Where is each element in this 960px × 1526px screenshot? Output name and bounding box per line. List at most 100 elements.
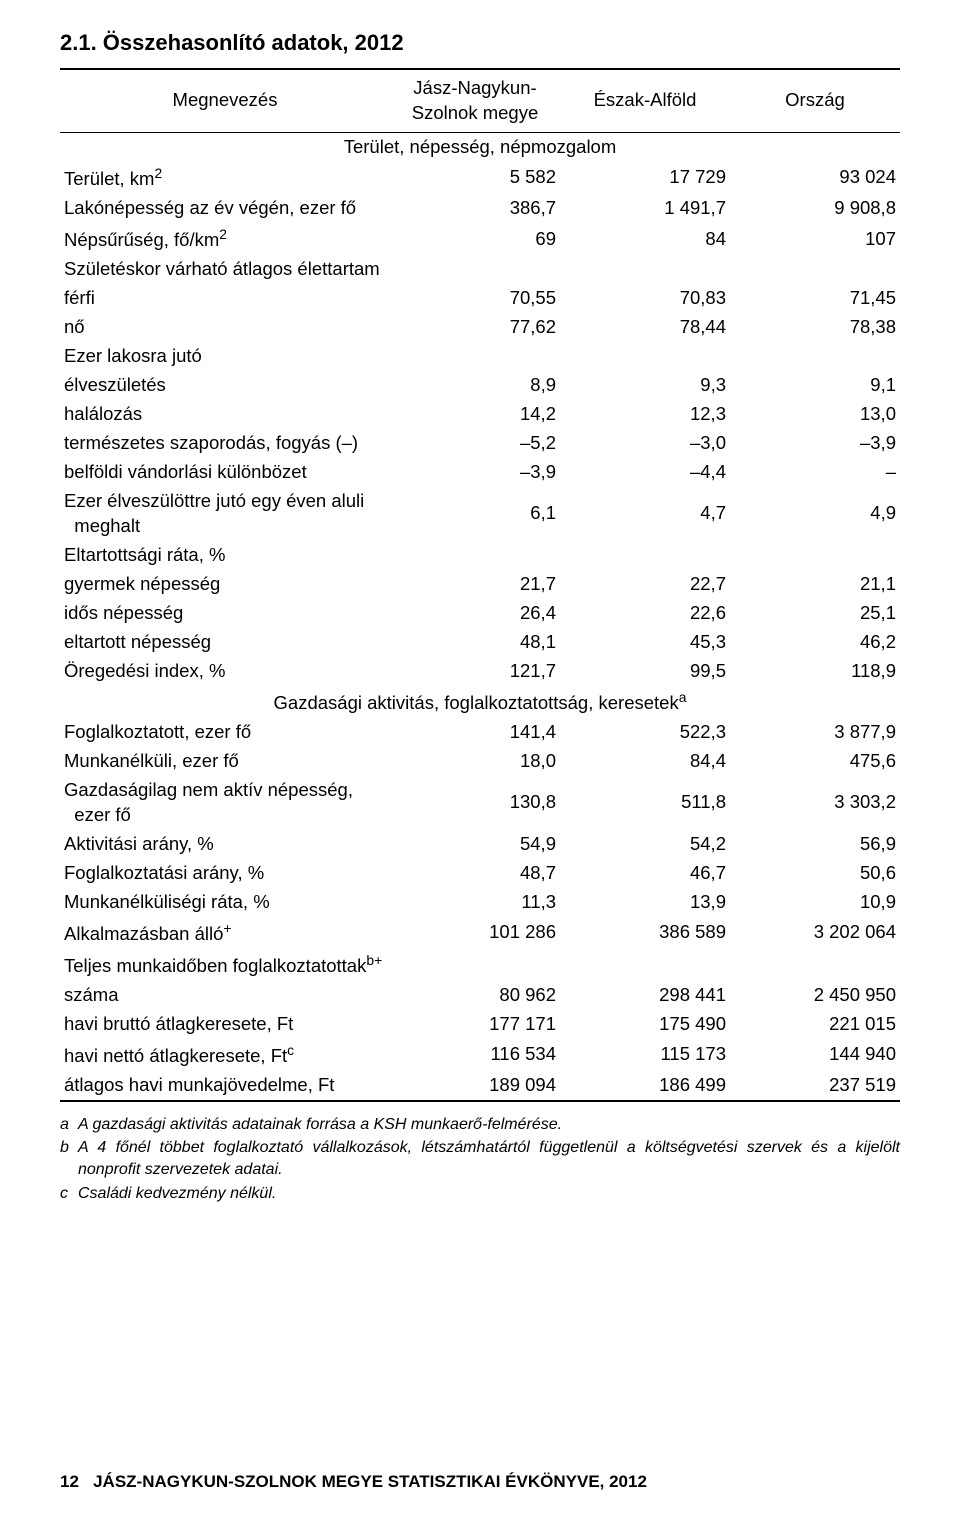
row-label: Ezer élveszülöttre jutó egy éven aluli m… <box>60 487 390 541</box>
cell-value: 10,9 <box>730 888 900 917</box>
row-label: természetes szaporodás, fogyás (–) <box>60 429 390 458</box>
cell-value: 115 173 <box>560 1039 730 1071</box>
table-row: belföldi vándorlási különbözet–3,9–4,4– <box>60 458 900 487</box>
row-label: Aktivitási arány, % <box>60 830 390 859</box>
footnotes: aA gazdasági aktivitás adatainak forrása… <box>60 1114 900 1204</box>
cell-value <box>390 949 560 981</box>
cell-value: 99,5 <box>560 657 730 686</box>
cell-value: 46,7 <box>560 859 730 888</box>
cell-value: 1 491,7 <box>560 194 730 223</box>
table-row: élveszületés8,99,39,1 <box>60 371 900 400</box>
cell-value: 189 094 <box>390 1071 560 1101</box>
cell-value: –3,9 <box>730 429 900 458</box>
cell-value: –4,4 <box>560 458 730 487</box>
row-label: élveszületés <box>60 371 390 400</box>
cell-value: 84 <box>560 223 730 255</box>
table-row: Munkanélküli, ezer fő18,084,4475,6 <box>60 747 900 776</box>
col-header-jnsz-line2: Szolnok megye <box>412 102 538 123</box>
cell-value: 116 534 <box>390 1039 560 1071</box>
footnote-marker: b <box>60 1137 78 1180</box>
row-label: Foglalkoztatott, ezer fő <box>60 718 390 747</box>
table-row: havi bruttó átlagkeresete, Ft177 171175 … <box>60 1010 900 1039</box>
cell-value <box>390 342 560 371</box>
table-row: Foglalkoztatott, ezer fő141,4522,33 877,… <box>60 718 900 747</box>
cell-value: 186 499 <box>560 1071 730 1101</box>
page: 2.1. Összehasonlító adatok, 2012 Megneve… <box>0 0 960 1526</box>
table-body: Terület, népesség, népmozgalomTerület, k… <box>60 132 900 1100</box>
cell-value: 70,83 <box>560 284 730 313</box>
table-row: Gazdaságilag nem aktív népesség, ezer fő… <box>60 776 900 830</box>
cell-value: 84,4 <box>560 747 730 776</box>
cell-value <box>560 949 730 981</box>
cell-value <box>730 541 900 570</box>
col-header-jnsz: Jász-Nagykun- Szolnok megye <box>390 69 560 132</box>
row-label: Lakónépesség az év végén, ezer fő <box>60 194 390 223</box>
cell-value: 107 <box>730 223 900 255</box>
cell-value <box>390 541 560 570</box>
cell-value: –5,2 <box>390 429 560 458</box>
cell-value: 144 940 <box>730 1039 900 1071</box>
table-row: Terület, km25 58217 72993 024 <box>60 162 900 194</box>
cell-value: –3,9 <box>390 458 560 487</box>
cell-value: 3 303,2 <box>730 776 900 830</box>
table-row: természetes szaporodás, fogyás (–)–5,2 –3… <box>60 429 900 458</box>
cell-value: 221 015 <box>730 1010 900 1039</box>
cell-value: 71,45 <box>730 284 900 313</box>
cell-value: 50,6 <box>730 859 900 888</box>
page-footer: 12 JÁSZ-NAGYKUN-SZOLNOK MEGYE STATISZTIK… <box>60 1472 900 1492</box>
cell-value: 3 877,9 <box>730 718 900 747</box>
cell-value: 12,3 <box>560 400 730 429</box>
section-heading-text: Gazdasági aktivitás, foglalkoztatottság,… <box>60 686 900 718</box>
row-label: Ezer lakosra jutó <box>60 342 390 371</box>
row-label: nő <box>60 313 390 342</box>
cell-value: 121,7 <box>390 657 560 686</box>
cell-value: 475,6 <box>730 747 900 776</box>
cell-value: 80 962 <box>390 981 560 1010</box>
table-row: eltartott népesség48,145,346,2 <box>60 628 900 657</box>
row-label: átlagos havi munkajövedelme, Ft <box>60 1071 390 1101</box>
row-label: Népsűrűség, fő/km2 <box>60 223 390 255</box>
cell-value: 93 024 <box>730 162 900 194</box>
row-label: Öregedési index, % <box>60 657 390 686</box>
table-row: száma80 962298 4412 450 950 <box>60 981 900 1010</box>
row-label: férfi <box>60 284 390 313</box>
row-label: havi bruttó átlagkeresete, Ft <box>60 1010 390 1039</box>
cell-value: 13,0 <box>730 400 900 429</box>
cell-value: 177 171 <box>390 1010 560 1039</box>
table-row: Alkalmazásban álló+101 286386 5893 202 0… <box>60 917 900 949</box>
cell-value: 54,2 <box>560 830 730 859</box>
page-title: 2.1. Összehasonlító adatok, 2012 <box>60 30 900 56</box>
data-table: Megnevezés Jász-Nagykun- Szolnok megye É… <box>60 68 900 1102</box>
cell-value: 3 202 064 <box>730 917 900 949</box>
cell-value <box>730 342 900 371</box>
cell-value: 18,0 <box>390 747 560 776</box>
row-label: eltartott népesség <box>60 628 390 657</box>
row-label: gyermek népesség <box>60 570 390 599</box>
row-label: Gazdaságilag nem aktív népesség, ezer fő <box>60 776 390 830</box>
cell-value: 48,7 <box>390 859 560 888</box>
row-label: Eltartottsági ráta, % <box>60 541 390 570</box>
cell-value: 118,9 <box>730 657 900 686</box>
cell-value: 9,3 <box>560 371 730 400</box>
col-header-eszak-alfold: Észak-Alföld <box>560 69 730 132</box>
table-row: nő77,6278,4478,38 <box>60 313 900 342</box>
cell-value: 78,44 <box>560 313 730 342</box>
cell-value: 4,7 <box>560 487 730 541</box>
cell-value: 54,9 <box>390 830 560 859</box>
cell-value: 8,9 <box>390 371 560 400</box>
cell-value: 511,8 <box>560 776 730 830</box>
row-label: Születéskor várható átlagos élettartam <box>60 255 390 284</box>
section-heading-text: Terület, népesség, népmozgalom <box>60 132 900 161</box>
row-label: belföldi vándorlási különbözet <box>60 458 390 487</box>
cell-value: 141,4 <box>390 718 560 747</box>
cell-value: 522,3 <box>560 718 730 747</box>
footnote: cCsaládi kedvezmény nélkül. <box>60 1183 900 1205</box>
table-row: Ezer lakosra jutó <box>60 342 900 371</box>
table-head: Megnevezés Jász-Nagykun- Szolnok megye É… <box>60 69 900 132</box>
table-row: Munkanélküliségi ráta, %11,313,910,9 <box>60 888 900 917</box>
cell-value: 26,4 <box>390 599 560 628</box>
cell-value: 21,1 <box>730 570 900 599</box>
table-row: Foglalkoztatási arány, %48,746,750,6 <box>60 859 900 888</box>
cell-value: 2 450 950 <box>730 981 900 1010</box>
cell-value: 175 490 <box>560 1010 730 1039</box>
